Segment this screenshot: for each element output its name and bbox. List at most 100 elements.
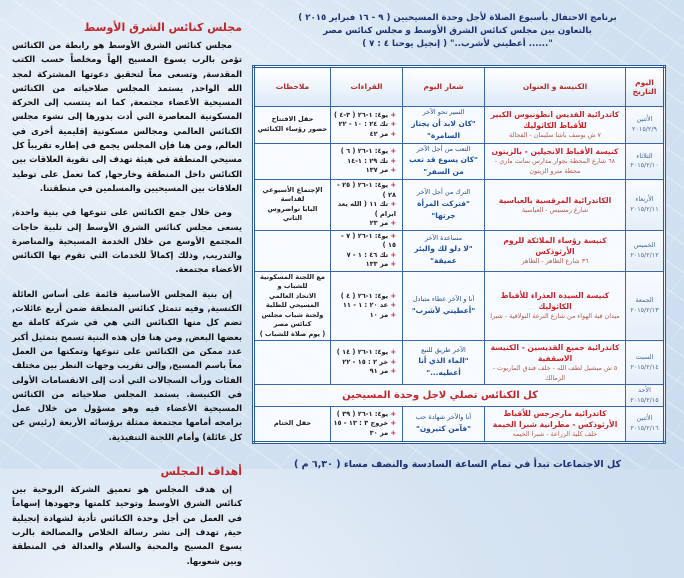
note-line: البابا تواضروس الثاني [267, 204, 318, 223]
day-cell: الثلاثاء ٢٠١٥/٢/١٠ [625, 142, 665, 180]
date: ٢٠١٥/٢/١٤ [630, 362, 659, 371]
reading: + يو٤: ١-٢٦ ( ١٤ ) [333, 348, 396, 358]
plus-icon: + [388, 367, 396, 376]
reading-ref: مز ١٣٧ [365, 166, 389, 174]
plus-icon: + [388, 110, 396, 119]
church-address: خلف كلية الزراعة - شبرا الخيمه [512, 430, 598, 438]
day-name: الثلاثاء [636, 151, 653, 160]
reading-ref: تك ٤٦ : ١ - ٧ [346, 250, 389, 259]
reading: + تك ٢٤ : ١٠ - ٢٢ [333, 120, 397, 130]
slogan-cell: الترك من أجل الآخر "فتركت المرأة جرتها" [402, 179, 485, 231]
plus-icon: + [388, 357, 396, 366]
day-theme: مساعدة الآخر [424, 233, 463, 242]
church-cell: كنيسة رؤساء الملائكة للروم الأرثوذكس ٣٦ ش… [484, 229, 626, 272]
schedule-row: الخميس ٢٠١٥/٢/١٢ كنيسة رؤساء الملائكة للرو… [253, 229, 665, 272]
reading: + يو٤: ١-٢٦ ( ٣٩ ) [333, 410, 396, 420]
plus-icon: + [388, 348, 396, 357]
reading: + تك ٤٦ : ١ - ٧ [333, 251, 396, 261]
day-quote: "أعطيني لأشرب" [411, 305, 476, 315]
day-quote: "لا دلو لك والبئر عميقة" [414, 244, 473, 266]
church-cell: الكاتدرائية المرقسية بالعباسية شارع رمسيس… [484, 179, 626, 231]
schedule-row: الأربعاء ٢٠١٥/٢/١١ الكاتدرائية المرقسية با… [253, 179, 665, 231]
reading-ref: يو٤: ١-٢٦ ( ٤ ) [340, 291, 389, 300]
plus-icon: + [388, 419, 396, 427]
program-header: برنامج الاحتفال بأسبوع الصلاة لأجل وحدة … [252, 12, 663, 51]
day-theme: السير نحو الآخر [422, 108, 465, 116]
program-subtitle: بالتعاون بين مجلس كنائس الشرق الأوسط و م… [323, 26, 592, 36]
day-theme: الترك من أجل الآخر [416, 188, 471, 196]
day-name: الأربعاء [635, 195, 654, 204]
reading-ref: يو٤: ١-٢٦ ( ٧ - ١٥ ) [341, 231, 396, 250]
goals-heading: أهداف المجلس [160, 465, 242, 479]
day-quote: "الماء الذي أنا أعطيه..." [418, 356, 469, 378]
reading-ref: مز ٩١ [369, 367, 389, 376]
plus-icon: + [388, 231, 396, 240]
readings-cell: + يو٤: ١-٢٦ ( ٦ ) + تك ٢٩ : ١-١٤ + مز ١٣٧ [330, 142, 403, 180]
church-name: كنيسة رؤساء الملائكة للروم الأرثوذكس [503, 235, 607, 256]
day-name: الأثنين [636, 115, 653, 124]
day-name: السبت [635, 353, 654, 361]
reading-ref: تك ١١ ( الله يعد ابرام ) [337, 200, 396, 218]
reading-ref: مز ٣٠ [369, 428, 389, 437]
council-info-column: مجلس كنائس الشرق الأوسط مجلس كنائس الشرق… [12, 20, 242, 578]
slogan-cell: السير نحو الآخر "كان لابد أن يجتاز السامر… [402, 106, 485, 144]
day-cell: الأثنين ٢٠١٥/٢/٩ [625, 106, 665, 144]
reading-ref: مز ٤٢ [369, 129, 389, 138]
notes-cell: حفل الختام [253, 406, 331, 443]
day-cell: الأثنين ٢٠١٥/٢/١٦ [625, 406, 665, 443]
church-cell: كنيسة السيدة العذراء للأقباط الكاثوليك مي… [484, 270, 626, 341]
reading-ref: تك ٢٩ : ١-١٤ [347, 156, 389, 165]
date: ٢٠١٥/٢/٩ [632, 124, 657, 133]
plus-icon: + [388, 147, 396, 155]
reading: + تك ١١ ( الله يعد ابرام ) [333, 200, 396, 219]
church-address: ٣٦ شارع الظاهر - الظاهر [521, 256, 589, 265]
slogan-cell: أنا والآخر شهادة حب "فآمن كثيرون" [402, 406, 485, 443]
plus-icon: + [388, 250, 396, 259]
notes-cell [253, 142, 331, 180]
note-line: حفل الافتتاح [271, 115, 314, 124]
church-address: ٧ ش يوسف باشا سليمان - الفجالة [509, 131, 601, 139]
all-churches-banner: كل الكنائس تصلي لاجل وحدة المسيحين [253, 384, 626, 407]
reading-ref: مز ١٣٣ [365, 260, 389, 268]
plus-icon: + [388, 310, 396, 319]
day-theme: أنا و الآخر عطاء متبادل [412, 295, 475, 303]
reading: + يو٤: ١-٢٦ ( ٤ ) [333, 292, 396, 302]
plus-icon: + [388, 409, 396, 418]
readings-cell: + يو٤: ١-٢٦ ( ٣-٤ ) + تك ٢٤ : ١٠ - ٢٢ + مز… [330, 106, 403, 144]
column-header: القراءات [330, 66, 403, 107]
church-name: كاتدرائية جميع القديسين - الكنيسة الاسقف… [490, 343, 620, 363]
plus-icon: + [388, 301, 396, 309]
day-cell: الخميس ٢٠١٥/٢/١٢ [625, 229, 665, 272]
reading-ref: مز ٢٣ [369, 219, 389, 227]
column-header: الكنيسة و العنوان [484, 66, 626, 107]
reading: + مز ٣٠ [333, 429, 396, 439]
church-address: ٦٨ شارع المحطة بجوار مدارس سانت ماري - م… [494, 157, 616, 175]
reading-ref: خروج ٣ : ١٣ - ١٥ [333, 419, 389, 427]
day-theme: الآخر طريق للنبع [421, 345, 466, 354]
reading-ref: يو٤: ١-٢٦ ( ٦ ) [340, 147, 389, 155]
church-name: كنيسة السيدة العذراء للأقباط الكاثوليك [500, 291, 610, 311]
day-quote: "كان يسوع قد تعب من السفر" [409, 155, 478, 176]
date: ٢٠١٥/٢/١٣ [630, 305, 659, 314]
notes-cell: الإجتماع الأسبوعي لقداسة البابا تواضروس ا… [253, 179, 331, 231]
plus-icon: + [388, 260, 396, 268]
program-title: برنامج الاحتفال بأسبوع الصلاة لأجل وحدة … [298, 13, 617, 23]
meeting-time-note: كل الاجتماعات تبدأ في تمام الساعة السادس… [293, 458, 622, 470]
program-column: برنامج الاحتفال بأسبوع الصلاة لأجل وحدة … [252, 12, 666, 471]
schedule-row: الأثنين ٢٠١٥/٢/١٦ كاتدرائية مارجرجس للأقبا… [253, 406, 665, 443]
church-name: كاتدرائية القديس انطونيوس الكبير للأقباط… [490, 110, 620, 130]
note-line: ( يوم صلاة للشباب ) [259, 329, 326, 338]
date: ٢٠١٥/٢/١٥ [630, 395, 659, 404]
goals-paragraph: إن هدف المجلس هو تعميق الشركة الروحية بي… [12, 484, 242, 566]
plus-icon: + [388, 291, 396, 300]
day-cell: الأحد ٢٠١٥/٢/١٥ [625, 384, 665, 407]
note-line: مع اللجنة المسكونية للشباب و [259, 272, 326, 291]
reading: + عد ٢٠ : ١ - ١١ [333, 301, 396, 311]
slogan-cell: أنا و الآخر عطاء متبادل "أعطيني لأشرب" [402, 270, 485, 341]
church-cell: كنيسة الأقباط الانجيلين - بالزيتون ٦٨ شار… [484, 142, 626, 180]
note-line: ولجنة شباب مجلس كنائس مصر [261, 310, 324, 329]
day-name: الخميس [633, 241, 656, 249]
reading: + خروج ٣ : ١٣ - ١٥ [333, 419, 396, 429]
church-address: ٥ ش ميشيل لطف الله - خلف فندق الماريوت -… [492, 364, 618, 382]
day-cell: السبت ٢٠١٥/٢/١٤ [625, 340, 665, 385]
